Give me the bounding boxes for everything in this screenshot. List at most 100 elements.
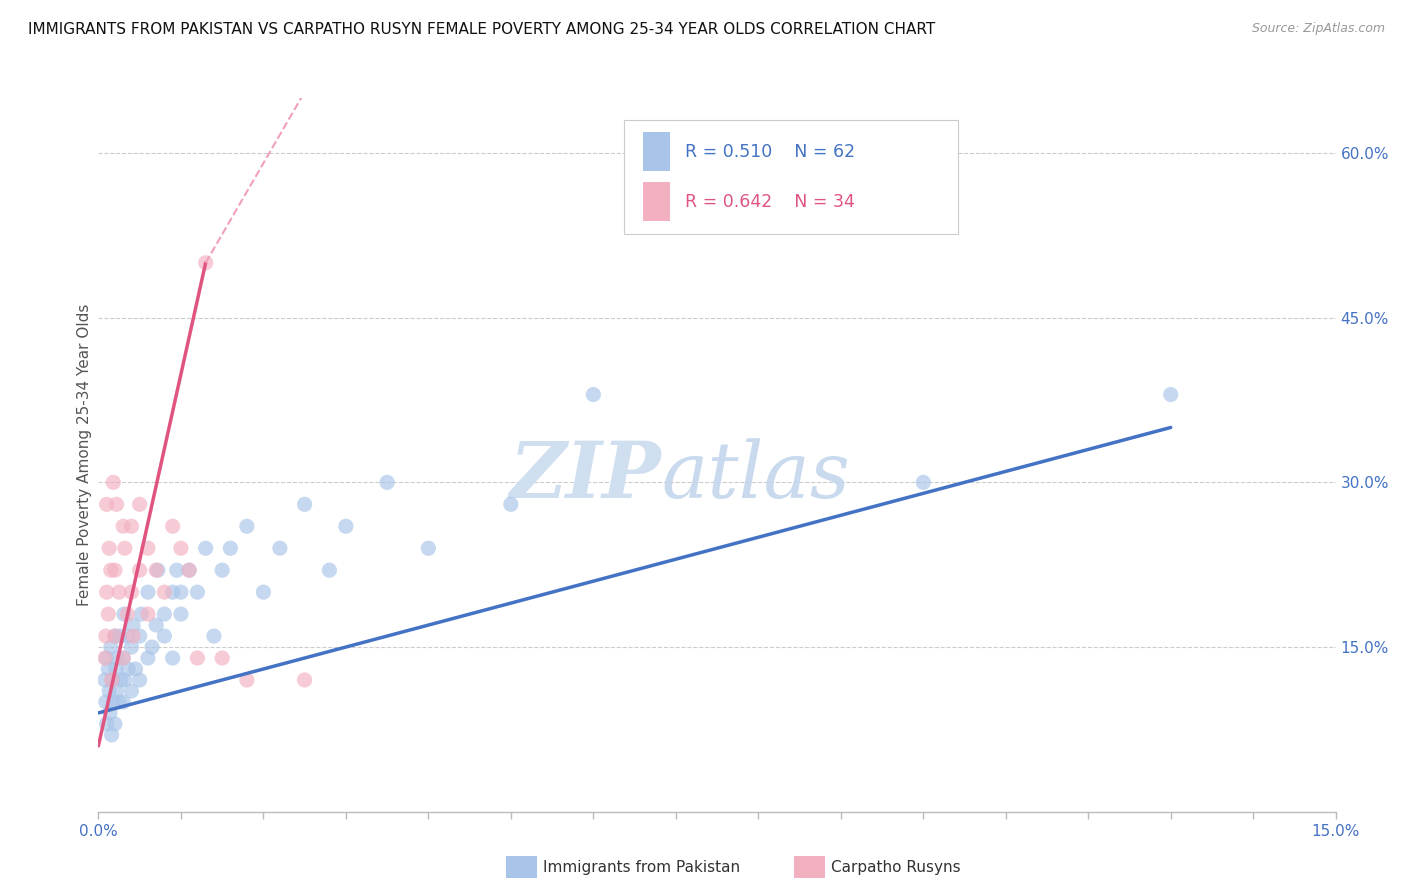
Point	[105, 684, 128, 698]
Point	[96, 497, 118, 511]
Point	[162, 519, 184, 533]
Y-axis label: Female Poverty Among 25-34 Year Olds: Female Poverty Among 25-34 Year Olds	[77, 304, 91, 606]
Text: ZIP: ZIP	[510, 438, 661, 515]
Point	[162, 651, 184, 665]
Point	[211, 651, 233, 665]
Point	[104, 629, 127, 643]
Point	[294, 673, 316, 687]
Point	[186, 651, 208, 665]
Point	[120, 585, 142, 599]
Point	[112, 651, 135, 665]
Point	[108, 585, 131, 599]
Point	[136, 607, 159, 621]
Point	[117, 629, 139, 643]
Point	[153, 629, 176, 643]
Point	[97, 607, 120, 621]
Point	[100, 640, 122, 654]
FancyBboxPatch shape	[624, 120, 959, 234]
Point	[162, 585, 184, 599]
Point	[153, 585, 176, 599]
Point	[418, 541, 440, 556]
Point	[179, 563, 201, 577]
Text: Carpatho Rusyns: Carpatho Rusyns	[831, 860, 960, 874]
Point	[170, 607, 193, 621]
Point	[112, 695, 135, 709]
Point	[96, 651, 118, 665]
Point	[335, 519, 357, 533]
Point	[114, 673, 136, 687]
Point	[912, 475, 935, 490]
Point	[114, 541, 136, 556]
Point	[122, 629, 145, 643]
Point	[94, 673, 117, 687]
Point	[141, 640, 163, 654]
Point	[170, 585, 193, 599]
Point	[117, 662, 139, 676]
Point	[294, 497, 316, 511]
Point	[128, 563, 150, 577]
Point	[100, 563, 122, 577]
Point	[100, 673, 122, 687]
Point	[105, 651, 128, 665]
Point	[98, 706, 121, 720]
Point	[375, 475, 398, 490]
Point	[128, 629, 150, 643]
Point	[98, 541, 121, 556]
Point	[112, 607, 135, 621]
Point	[186, 585, 208, 599]
Point	[94, 695, 117, 709]
Point	[117, 607, 139, 621]
Point	[202, 629, 225, 643]
Point	[94, 629, 117, 643]
Point	[211, 563, 233, 577]
Point	[104, 629, 127, 643]
Point	[112, 519, 135, 533]
Point	[96, 717, 118, 731]
Text: R = 0.642    N = 34: R = 0.642 N = 34	[685, 193, 855, 211]
Text: Immigrants from Pakistan: Immigrants from Pakistan	[543, 860, 740, 874]
Point	[96, 585, 118, 599]
Point	[153, 607, 176, 621]
Bar	[643, 132, 671, 171]
Text: atlas: atlas	[661, 438, 851, 515]
Point	[146, 563, 169, 577]
Point	[112, 651, 135, 665]
Point	[582, 387, 605, 401]
Point	[269, 541, 291, 556]
Text: Source: ZipAtlas.com: Source: ZipAtlas.com	[1251, 22, 1385, 36]
Bar	[643, 182, 671, 221]
Text: IMMIGRANTS FROM PAKISTAN VS CARPATHO RUSYN FEMALE POVERTY AMONG 25-34 YEAR OLDS : IMMIGRANTS FROM PAKISTAN VS CARPATHO RUS…	[28, 22, 935, 37]
Point	[100, 728, 122, 742]
Point	[166, 563, 188, 577]
Point	[318, 563, 340, 577]
Point	[219, 541, 242, 556]
Point	[120, 684, 142, 698]
Point	[194, 256, 217, 270]
Point	[194, 541, 217, 556]
Text: R = 0.510    N = 62: R = 0.510 N = 62	[685, 143, 855, 161]
Point	[136, 585, 159, 599]
Point	[145, 618, 167, 632]
Point	[94, 651, 117, 665]
Point	[122, 618, 145, 632]
Point	[136, 651, 159, 665]
Point	[236, 519, 259, 533]
Point	[104, 563, 127, 577]
Point	[252, 585, 274, 599]
Point	[128, 673, 150, 687]
Point	[136, 541, 159, 556]
Point	[110, 673, 132, 687]
Point	[97, 662, 120, 676]
Point	[124, 662, 146, 676]
Point	[120, 640, 142, 654]
Point	[120, 519, 142, 533]
Point	[236, 673, 259, 687]
Point	[101, 673, 124, 687]
Point	[145, 563, 167, 577]
Point	[104, 662, 127, 676]
Point	[499, 497, 522, 511]
Point	[105, 497, 128, 511]
Point	[104, 717, 127, 731]
Point	[170, 541, 193, 556]
Point	[131, 607, 153, 621]
